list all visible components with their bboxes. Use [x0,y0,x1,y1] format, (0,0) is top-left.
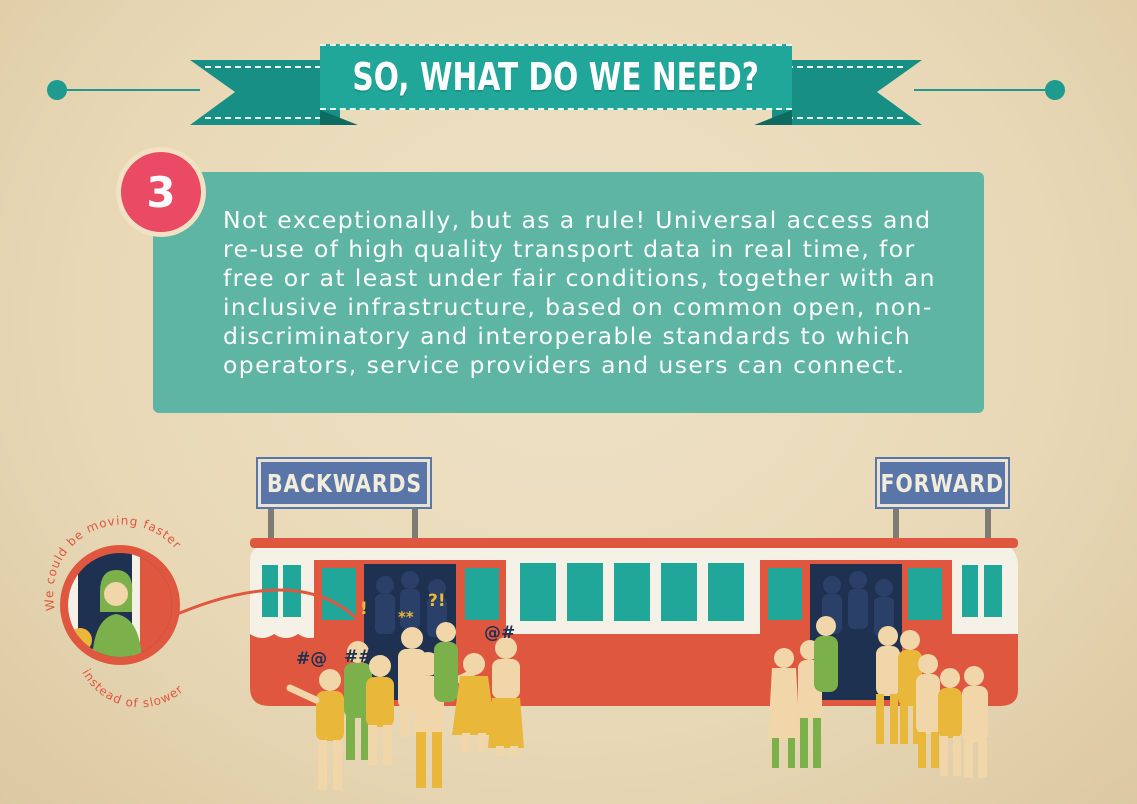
step-description: Not exceptionally, but as a rule! Univer… [223,206,936,379]
info-box: Not exceptionally, but as a rule! Univer… [153,172,984,413]
right-rule-dot [1045,80,1065,100]
forward-sign-post-left [893,505,899,545]
left-rule-line [60,89,200,91]
symbol-e: ?! [428,591,446,611]
forward-sign-post-right [985,505,991,545]
backwards-sign-post-right [412,505,418,545]
left-crowd [286,622,524,790]
left-rule-dot [47,80,67,100]
right-crowd [768,616,988,778]
backwards-sign: BACKWARDS [258,459,430,507]
svg-text:instead of slower: instead of slower [79,667,186,711]
symbol-f: @# [484,623,515,643]
right-rule-line [914,89,1054,91]
bubble-bottom-text: instead of slower [79,667,185,711]
backwards-sign-post-left [268,505,274,545]
symbol-b: ## [344,647,373,667]
forward-sign-label: FORWARD [880,468,1005,498]
symbol-d: ** [398,608,414,626]
step-number: 3 [121,152,201,232]
page-title: SO, WHAT DO WE NEED? [352,55,760,99]
thought-bubble: We could be moving faster instead of slo… [42,514,186,711]
header-ribbon: SO, WHAT DO WE NEED? [320,44,792,110]
forward-sign: FORWARD [877,459,1008,507]
symbol-c: ! [360,599,368,619]
step-badge: 3 [116,147,206,237]
symbol-a: #@ [296,649,327,669]
backwards-sign-label: BACKWARDS [266,468,422,498]
